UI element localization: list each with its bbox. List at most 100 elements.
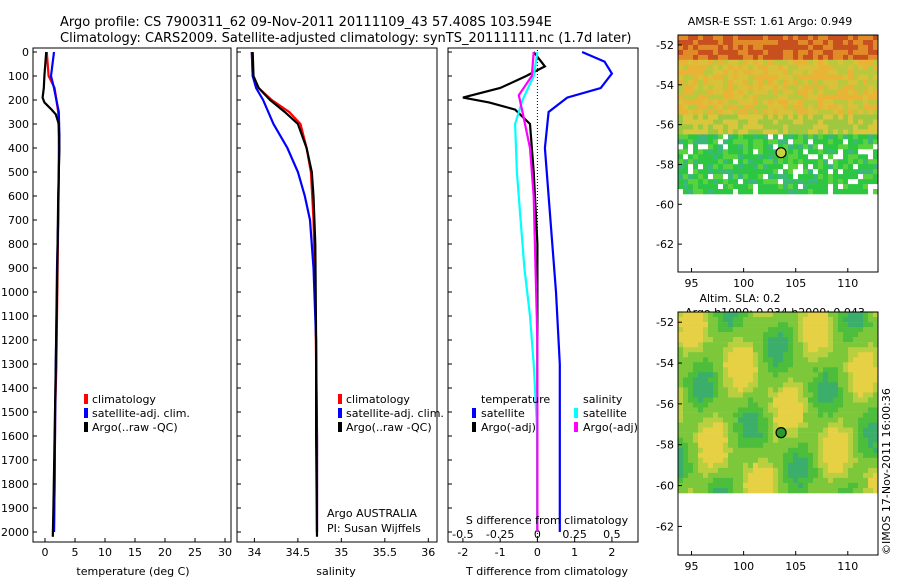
map-cell	[828, 362, 834, 368]
map-cell	[718, 139, 724, 145]
map-cell	[803, 54, 809, 61]
map-cell	[718, 357, 724, 363]
map-cell	[718, 382, 724, 388]
map-cell	[688, 462, 694, 469]
map-cell	[728, 44, 734, 51]
map-cell	[718, 397, 724, 403]
x-tick-label: 34	[247, 546, 261, 559]
map-cell	[693, 412, 699, 418]
map-cell	[678, 64, 684, 71]
map-cell	[868, 457, 874, 464]
map-cell	[748, 337, 754, 343]
map-cell	[738, 482, 744, 489]
map-cell	[853, 59, 859, 66]
map-cell	[733, 184, 739, 190]
map-cell	[728, 179, 734, 185]
map-cell	[828, 392, 834, 398]
map-cell	[688, 397, 694, 403]
map-cell	[723, 462, 729, 469]
map-cell	[683, 477, 689, 484]
map-cell	[753, 164, 759, 170]
map-cell	[728, 372, 734, 378]
map-cell	[748, 35, 754, 41]
map-cell	[683, 432, 689, 438]
map-cell	[808, 119, 814, 125]
map-cell	[813, 104, 819, 110]
map-cell	[763, 462, 769, 469]
map-cell	[683, 402, 689, 408]
map-cell	[873, 482, 879, 489]
map-cell	[788, 377, 794, 383]
map-cell	[763, 427, 769, 433]
map-cell	[863, 462, 869, 469]
map-cell	[758, 74, 764, 81]
map-cell	[768, 437, 774, 443]
map-cell	[703, 417, 709, 423]
map-cell	[683, 347, 689, 353]
map-cell	[768, 457, 774, 464]
map-cell	[693, 149, 699, 155]
map-cell	[853, 472, 859, 479]
map-cell	[848, 392, 854, 398]
map-cell	[758, 417, 764, 423]
map-cell	[863, 89, 869, 95]
map-cell	[758, 139, 764, 145]
map-cell	[753, 442, 759, 448]
map-cell	[688, 114, 694, 120]
map-cell	[853, 427, 859, 433]
map-cell	[848, 327, 854, 333]
map-cell	[788, 79, 794, 85]
map-cell	[718, 417, 724, 423]
map-cell	[828, 407, 834, 413]
map-cell	[723, 477, 729, 484]
map-cell	[723, 342, 729, 348]
map-cell	[788, 99, 794, 105]
map-cell	[808, 49, 814, 56]
map-cell	[728, 174, 734, 180]
map-cell	[753, 397, 759, 403]
map-cell	[863, 457, 869, 464]
map-cell	[843, 437, 849, 443]
map-cell	[858, 427, 864, 433]
map-cell	[778, 337, 784, 343]
map-cell	[778, 109, 784, 115]
map-cell	[688, 467, 694, 474]
map-cell	[853, 347, 859, 353]
map-cell	[863, 347, 869, 353]
map-cell	[843, 184, 849, 190]
map-cell	[728, 437, 734, 443]
map-cell	[733, 467, 739, 474]
map-cell	[858, 372, 864, 378]
map-cell	[678, 114, 684, 120]
map-cell	[793, 179, 799, 185]
map-cell	[733, 124, 739, 130]
map-cell	[733, 109, 739, 115]
map-cell	[718, 312, 724, 318]
map-cell	[698, 69, 704, 76]
map-cell	[833, 372, 839, 378]
map-cell	[733, 392, 739, 398]
map-cell	[838, 114, 844, 120]
map-cell	[828, 134, 834, 140]
map-cell	[773, 119, 779, 125]
map-cell	[868, 467, 874, 474]
map-cell	[773, 437, 779, 443]
map-cell	[763, 437, 769, 443]
map-cell	[858, 327, 864, 333]
map-cell	[708, 432, 714, 438]
map-cell	[853, 179, 859, 185]
map-cell	[688, 312, 694, 318]
map-cell	[703, 412, 709, 418]
map-cell	[783, 189, 789, 195]
map-cell	[808, 169, 814, 175]
map-cell	[843, 84, 849, 90]
map-cell	[743, 134, 749, 140]
map-cell	[803, 89, 809, 95]
map-cell	[838, 412, 844, 418]
map-cell	[688, 317, 694, 323]
map-cell	[788, 154, 794, 160]
map-cell	[848, 452, 854, 459]
map-cell	[788, 367, 794, 373]
map-cell	[748, 49, 754, 56]
map-cell	[698, 432, 704, 438]
